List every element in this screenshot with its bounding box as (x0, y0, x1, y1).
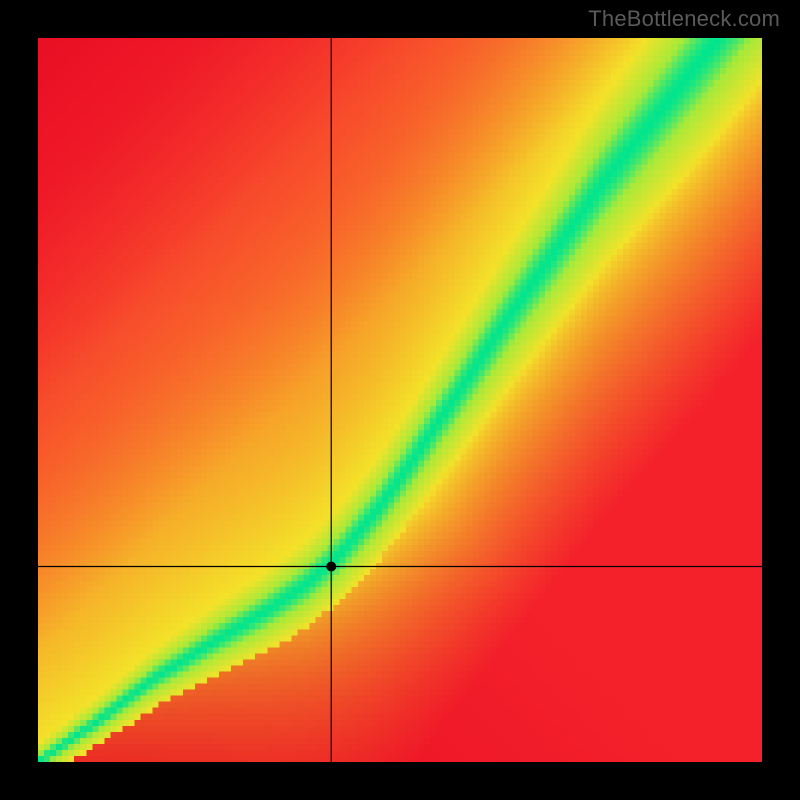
watermark-label: TheBottleneck.com (588, 6, 780, 32)
chart-container: TheBottleneck.com (0, 0, 800, 800)
bottleneck-heatmap (38, 38, 762, 762)
